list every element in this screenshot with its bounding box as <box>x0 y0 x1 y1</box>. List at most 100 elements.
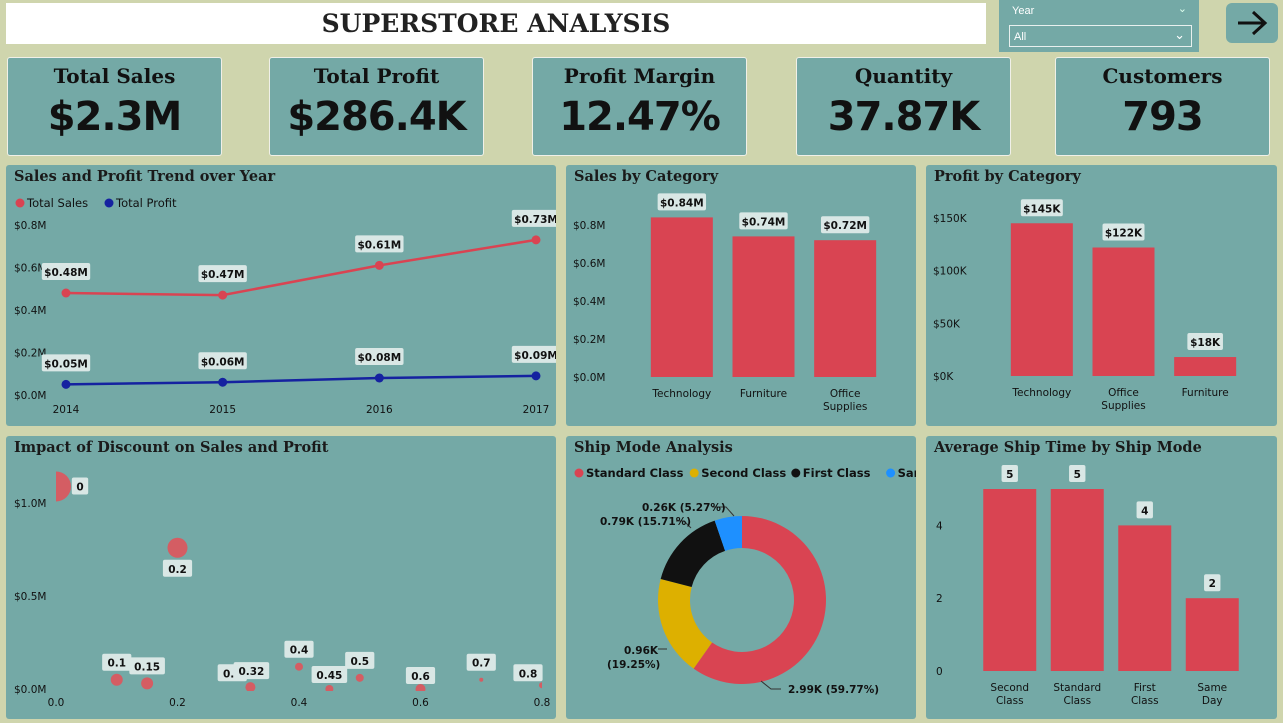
data-label-bg <box>1136 501 1153 519</box>
point-label: 0.5 <box>350 656 369 668</box>
category-label: Furniture <box>1182 387 1229 399</box>
chevron-down-icon[interactable]: ⌄ <box>1177 2 1187 15</box>
leader-line <box>760 680 781 690</box>
pie-slice <box>658 579 713 669</box>
sales-category-chart[interactable]: $0.0M $0.2M $0.4M $0.6M $0.8M $0.84M Technolog… <box>566 165 916 426</box>
point-label: 0.6 <box>411 671 430 683</box>
data-label-bg <box>1020 199 1063 217</box>
point-label: 0.4 <box>290 645 309 657</box>
x-tick-label: 0.4 <box>291 697 308 709</box>
data-label-bg <box>820 216 870 234</box>
data-label-bg <box>1204 574 1221 592</box>
data-label-bg <box>657 193 707 211</box>
x-tick-label: 0.2 <box>169 697 186 709</box>
category-label: Office <box>1108 387 1139 399</box>
next-page-button[interactable] <box>1226 3 1278 43</box>
bar <box>983 489 1037 671</box>
data-label: $145K <box>1023 203 1061 215</box>
bar <box>1174 357 1237 376</box>
legend-label: Standard Class <box>586 466 684 480</box>
data-label-bg <box>198 265 247 283</box>
data-label: $18K <box>1190 337 1221 349</box>
category-label: Supplies <box>1101 400 1145 412</box>
x-tick-label: 2017 <box>523 404 550 416</box>
panel-title: Average Ship Time by Ship Mode <box>934 439 1202 456</box>
point-label-bg <box>311 666 348 683</box>
scatter-point <box>141 677 154 690</box>
point-label: 0 <box>76 481 83 493</box>
kpi-label: Customers <box>1102 64 1223 88</box>
year-slicer[interactable]: Year ⌄ All ⌄ <box>999 0 1199 52</box>
point-label-bg <box>345 651 375 669</box>
panel-title: Profit by Category <box>934 168 1081 185</box>
data-label-bg <box>511 209 556 227</box>
data-label: $0.73M <box>514 214 556 226</box>
kpi-label: Total Profit <box>313 64 440 88</box>
kpi-label: Quantity <box>854 64 953 88</box>
discount-chart[interactable]: $0.0M $0.5M $1.0M 0.0 0.2 0.4 0.6 0.8 0 0.1 0.15 0.… <box>6 436 556 719</box>
data-label: $0.72M <box>823 220 867 232</box>
kpi-value: $2.3M <box>47 94 183 140</box>
discount-panel: Impact of Discount on Sales and Profit $… <box>6 436 556 719</box>
leader-line <box>676 520 692 529</box>
year-dropdown-value: All <box>1014 31 1027 43</box>
data-point <box>531 371 541 381</box>
panel-title: Sales and Profit Trend over Year <box>14 168 276 185</box>
category-label: Same <box>1197 682 1227 694</box>
category-label: Technology <box>1011 387 1071 399</box>
bar <box>650 217 713 377</box>
legend-marker <box>886 468 896 478</box>
ship-time-chart[interactable]: 0245SecondClass5StandardClass4FirstClass… <box>926 436 1277 719</box>
y-tick-label: $0.0M <box>573 372 605 384</box>
x-tick-label: 2014 <box>53 404 80 416</box>
bar <box>1185 598 1239 671</box>
y-tick-label: 4 <box>936 520 943 532</box>
series-line <box>65 374 537 386</box>
data-label: $0.09M <box>514 350 556 362</box>
slice-label: (19.25%) <box>607 659 660 671</box>
kpi-label: Total Sales <box>53 64 176 88</box>
sales-category-panel: Sales by Category $0.0M $0.2M $0.4M $0.6M $0… <box>566 165 916 426</box>
category-label: Class <box>1063 695 1091 707</box>
kpi-quantity: Quantity 37.87K <box>796 57 1011 156</box>
category-label: Class <box>1131 695 1159 707</box>
point-label-bg <box>162 559 193 577</box>
legend-marker <box>689 468 699 478</box>
kpi-profit-margin: Profit Margin 12.47% <box>532 57 747 156</box>
scatter-point <box>56 471 71 502</box>
point-label: 0.15 <box>134 661 160 673</box>
ship-mode-chart[interactable]: Standard Class Second Class First Class Sam… <box>566 436 916 719</box>
point-label: 0.32 <box>238 666 264 678</box>
panel-title: Impact of Discount on Sales and Profit <box>14 439 329 456</box>
data-point <box>218 377 228 387</box>
profit-category-chart[interactable]: $0K $50K $100K $150K $145K Technology $122K Off… <box>926 165 1277 426</box>
point-label: 0.8 <box>519 668 538 680</box>
y-tick-label: $0.0M <box>14 390 46 402</box>
data-label: $0.47M <box>201 269 245 281</box>
y-tick-label: $100K <box>933 266 968 278</box>
year-dropdown[interactable]: All ⌄ <box>1009 25 1192 47</box>
year-slicer-label: Year <box>1012 5 1035 17</box>
panel-title: Sales by Category <box>574 168 719 185</box>
category-label: Supplies <box>823 401 867 413</box>
data-point <box>531 235 541 245</box>
panel-title: Ship Mode Analysis <box>574 439 733 456</box>
data-label-bg <box>511 345 556 363</box>
scatter-point <box>325 685 334 691</box>
point-label: 0.2 <box>168 564 187 576</box>
trend-chart[interactable]: Total Sales Total Profit $0.0M $0.2M $0.4M $0… <box>6 165 556 426</box>
trend-panel: Sales and Profit Trend over Year Total S… <box>6 165 556 426</box>
x-tick-label: 2016 <box>366 404 393 416</box>
slice-label: 0.96K <box>624 645 659 657</box>
data-label-bg <box>739 212 788 230</box>
ship-mode-panel: Ship Mode Analysis Standard Class Second … <box>566 436 916 719</box>
y-tick-label: $0K <box>933 371 954 383</box>
data-label: $0.74M <box>742 216 786 228</box>
data-label: 5 <box>1074 469 1081 481</box>
y-tick-label: $0.6M <box>573 258 605 270</box>
data-label-bg <box>355 235 404 253</box>
bar <box>1092 247 1155 376</box>
legend-label: Total Sales <box>26 196 88 210</box>
y-tick-label: $0.2M <box>573 334 605 346</box>
x-tick-label: 0.8 <box>534 697 551 709</box>
